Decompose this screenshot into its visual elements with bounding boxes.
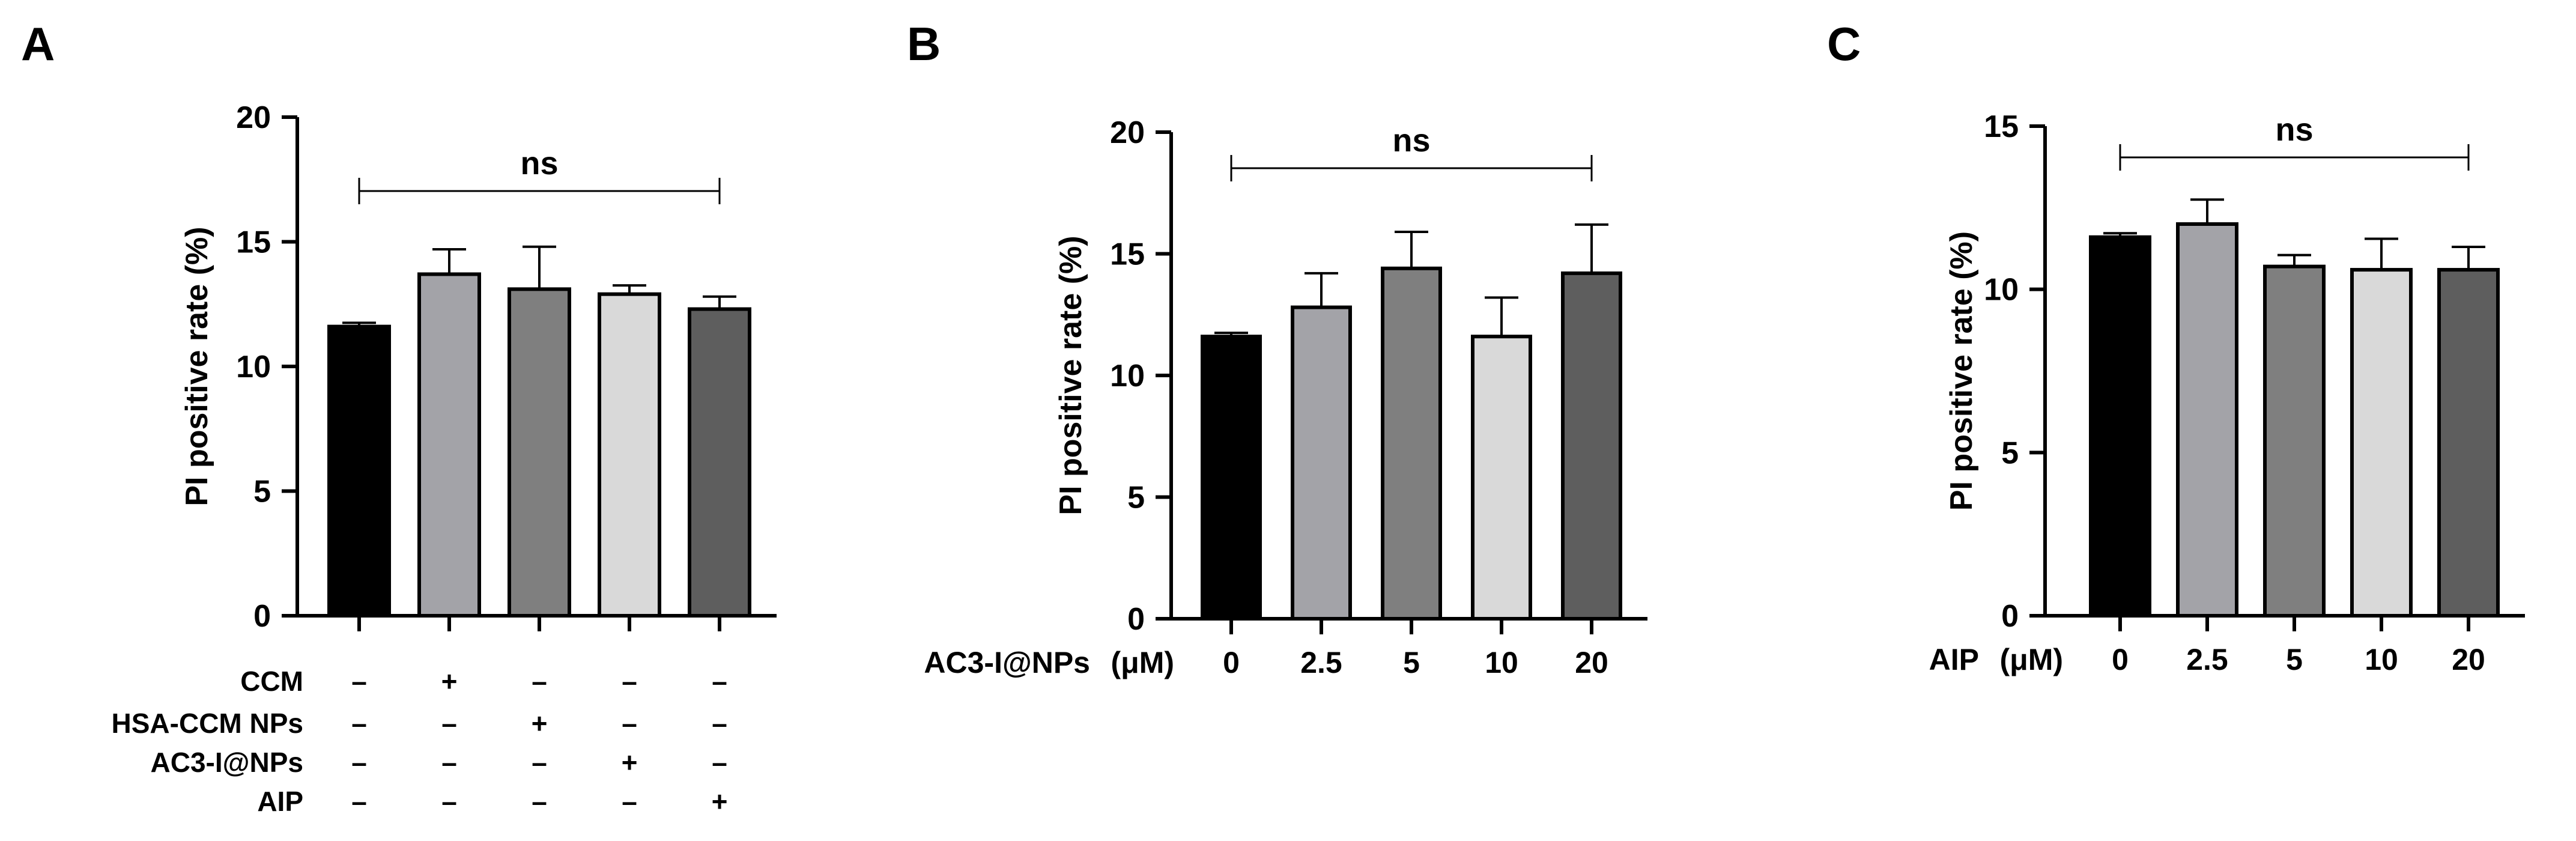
- y-tick-label: 10: [1110, 359, 1145, 393]
- significance-label: ns: [1392, 123, 1430, 159]
- bar: [688, 307, 751, 618]
- condition-mark: –: [622, 786, 637, 817]
- y-tick-label: 10: [1984, 273, 2019, 308]
- condition-row-label: AC3-I@NPs: [151, 747, 303, 778]
- x-tick-label: 10: [2365, 643, 2398, 676]
- x-axis-title: AIP: [1929, 643, 1979, 676]
- x-tick-label: 10: [1485, 646, 1518, 679]
- y-axis-title: PI positive rate (%): [1944, 231, 1979, 511]
- bar: [417, 272, 481, 618]
- condition-mark: –: [351, 747, 367, 778]
- x-tick-label: 5: [1403, 646, 1420, 679]
- condition-mark: –: [712, 708, 727, 739]
- bar: [327, 324, 391, 618]
- chart-panel-c: C 0 5 10 15 PI positive rate (%) ns 0 2.5 5 10 20 (μ…: [1827, 17, 2525, 676]
- bar: [2437, 268, 2500, 618]
- y-tick-label: 0: [253, 599, 271, 634]
- condition-mark: +: [712, 786, 728, 817]
- condition-mark: –: [622, 708, 637, 739]
- chart-panel-b: B 0 5 10 15 20 PI positive rate (%) ns 0 2.5 5 10 20…: [907, 17, 1647, 679]
- y-tick-label: 15: [1984, 109, 2019, 144]
- x-tick-label: 20: [2452, 643, 2485, 676]
- y-tick-label: 15: [1110, 237, 1145, 272]
- condition-row-label: CCM: [240, 666, 303, 697]
- bar: [1381, 266, 1442, 621]
- condition-mark: +: [622, 747, 638, 778]
- condition-mark: –: [622, 666, 637, 697]
- condition-mark: –: [441, 747, 457, 778]
- y-tick-label: 20: [1110, 115, 1145, 150]
- significance-label: ns: [2275, 112, 2313, 148]
- y-tick-label: 15: [236, 225, 271, 260]
- condition-mark: –: [351, 786, 367, 817]
- y-tick-label: 5: [1127, 481, 1145, 515]
- condition-mark: –: [532, 747, 547, 778]
- x-tick-label: 2.5: [2186, 643, 2228, 676]
- bar: [2350, 268, 2413, 618]
- bar: [508, 287, 571, 618]
- x-unit-label: (μM): [1111, 646, 1174, 679]
- bar: [1201, 335, 1262, 621]
- y-tick-label: 0: [2001, 599, 2019, 634]
- x-tick-label: 5: [2286, 643, 2303, 676]
- bar: [1291, 305, 1352, 621]
- condition-row-label: AIP: [257, 786, 303, 817]
- condition-mark: –: [532, 666, 547, 697]
- bar: [2176, 222, 2238, 618]
- y-axis-title: PI positive rate (%): [1053, 235, 1088, 515]
- y-tick-label: 5: [2001, 436, 2019, 470]
- bar: [1471, 335, 1532, 621]
- condition-mark: –: [441, 708, 457, 739]
- chart-panel-a: A 0 5 10 15 20 PI positive rate (%) ns CCM – + – – – H…: [21, 17, 777, 817]
- panel-label: C: [1827, 17, 1861, 70]
- condition-mark: +: [441, 666, 458, 697]
- bar: [2263, 264, 2326, 618]
- y-tick-label: 5: [253, 475, 271, 509]
- x-axis-title: AC3-I@NPs: [924, 646, 1090, 679]
- condition-mark: –: [441, 786, 457, 817]
- condition-mark: –: [351, 708, 367, 739]
- y-tick-label: 0: [1127, 602, 1145, 637]
- bar: [2089, 235, 2151, 618]
- x-unit-label: (μM): [1999, 643, 2063, 676]
- y-axis-title: PI positive rate (%): [180, 226, 214, 506]
- x-tick-label: 20: [1575, 646, 1608, 679]
- bar: [598, 292, 661, 618]
- significance-label: ns: [520, 145, 558, 181]
- y-tick-label: 20: [236, 100, 271, 135]
- condition-mark: –: [712, 666, 727, 697]
- condition-row-label: HSA-CCM NPs: [112, 708, 303, 739]
- x-tick-label: 0: [2112, 643, 2129, 676]
- y-tick-label: 10: [236, 350, 271, 384]
- panel-label: B: [907, 17, 941, 70]
- x-tick-label: 2.5: [1300, 646, 1342, 679]
- condition-mark: –: [532, 786, 547, 817]
- condition-mark: –: [712, 747, 727, 778]
- x-tick-label: 0: [1223, 646, 1240, 679]
- condition-mark: +: [532, 708, 548, 739]
- panel-label: A: [21, 17, 55, 70]
- condition-mark: –: [351, 666, 367, 697]
- bar: [1561, 271, 1622, 621]
